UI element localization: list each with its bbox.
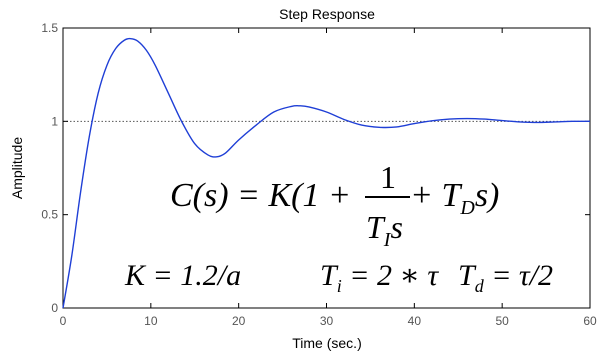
equation-denominator-tail: s [390, 209, 402, 245]
equation-numerator: 1 [380, 159, 396, 195]
param-td-main: T [458, 259, 477, 292]
pid-equation: C(s) = K(1 + 1 TIs + TDs) [170, 159, 499, 251]
x-tick-label: 30 [320, 314, 334, 328]
x-tick-label: 40 [408, 314, 422, 328]
y-tick-label: 0 [51, 301, 58, 315]
step-response-line [62, 37, 591, 309]
x-tick-label: 0 [60, 314, 67, 328]
param-k: K = 1.2/a [124, 259, 241, 292]
svg-text:+ TDs): + TDs) [410, 177, 499, 219]
x-tick-label: 50 [495, 314, 509, 328]
svg-text:C(s) = K(1 +: C(s) = K(1 + [170, 177, 351, 214]
y-tick-label: 0.5 [41, 208, 58, 222]
x-tick-label: 20 [232, 314, 246, 328]
param-td-sub: d [475, 276, 485, 296]
param-ti-rest: = 2 ∗ τ [342, 259, 440, 292]
equation-lhs: C(s) = K(1 + [170, 177, 351, 214]
y-tick-label: 1.5 [41, 21, 58, 35]
param-td-rest: = τ/2 [484, 259, 553, 292]
chart-title: Step Response [279, 6, 375, 22]
y-tick-label: 1 [51, 114, 58, 128]
equation-denominator-sub: I [383, 229, 392, 251]
param-ti-main: T [320, 259, 339, 292]
plot-area [62, 27, 591, 309]
svg-text:TIs: TIs [366, 209, 403, 251]
pid-parameters: K = 1.2/a Ti = 2 ∗ τ Td = τ/2 [124, 259, 553, 296]
svg-text:Ti = 2 ∗ τ: Ti = 2 ∗ τ [320, 259, 439, 296]
equation-denominator-main: T [366, 209, 386, 245]
equation-tail-plus: + T [410, 177, 462, 214]
x-tick-label: 60 [583, 314, 597, 328]
series-layer [62, 37, 591, 309]
x-axis-label: Time (sec.) [292, 335, 361, 351]
tick-layer: 0 10 20 30 40 50 60 0 0.5 1 1.5 [41, 21, 597, 328]
svg-text:Td = τ/2: Td = τ/2 [458, 259, 553, 296]
x-tick-label: 10 [144, 314, 158, 328]
param-ti-sub: i [337, 276, 342, 296]
y-axis-label: Amplitude [9, 137, 25, 199]
equation-tail-end: s) [475, 177, 500, 214]
equation-tail-sub: D [459, 197, 475, 219]
svg-text:K = 1.2/a: K = 1.2/a [124, 259, 241, 292]
